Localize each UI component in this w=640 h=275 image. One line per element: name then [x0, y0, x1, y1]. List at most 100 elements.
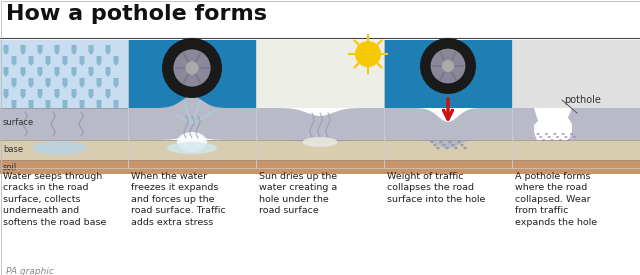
Polygon shape — [568, 108, 580, 140]
Bar — [256, 40, 384, 108]
Bar — [0, 108, 128, 140]
Bar — [512, 140, 640, 160]
FancyArrow shape — [29, 78, 33, 88]
Ellipse shape — [33, 141, 88, 155]
Ellipse shape — [556, 136, 559, 138]
Bar — [0, 40, 128, 168]
Ellipse shape — [567, 139, 570, 141]
FancyArrow shape — [79, 100, 84, 110]
FancyArrow shape — [72, 45, 77, 55]
Ellipse shape — [559, 139, 562, 141]
Ellipse shape — [536, 133, 540, 135]
Text: soil: soil — [3, 163, 17, 172]
Text: When the water
freezes it expands
and forces up the
road surface. Traffic
adds e: When the water freezes it expands and fo… — [131, 172, 226, 227]
Ellipse shape — [573, 136, 576, 138]
Circle shape — [186, 61, 198, 75]
Ellipse shape — [448, 141, 452, 143]
Bar — [128, 140, 256, 160]
Bar — [512, 160, 640, 174]
Ellipse shape — [430, 141, 434, 143]
FancyArrow shape — [45, 78, 51, 88]
Bar — [384, 160, 512, 174]
Polygon shape — [256, 108, 384, 144]
Circle shape — [355, 41, 381, 67]
Bar — [512, 40, 640, 108]
FancyArrow shape — [54, 67, 60, 77]
Polygon shape — [128, 96, 256, 140]
Ellipse shape — [303, 137, 337, 147]
FancyArrow shape — [63, 78, 67, 88]
Bar — [256, 140, 384, 160]
FancyArrow shape — [106, 45, 111, 55]
FancyArrow shape — [12, 56, 17, 66]
FancyArrow shape — [79, 78, 84, 88]
Ellipse shape — [570, 133, 573, 135]
Circle shape — [442, 60, 454, 72]
Ellipse shape — [564, 136, 568, 138]
Ellipse shape — [439, 141, 443, 143]
FancyArrow shape — [54, 89, 60, 99]
FancyArrow shape — [72, 89, 77, 99]
Ellipse shape — [445, 147, 449, 149]
FancyArrow shape — [63, 56, 67, 66]
Ellipse shape — [545, 133, 548, 135]
Text: Water seeps through
cracks in the road
surface, collects
underneath and
softens : Water seeps through cracks in the road s… — [3, 172, 106, 227]
FancyArrow shape — [12, 100, 17, 110]
Ellipse shape — [540, 136, 542, 138]
FancyArrow shape — [20, 45, 26, 55]
Ellipse shape — [554, 133, 556, 135]
FancyArrow shape — [106, 89, 111, 99]
Polygon shape — [384, 108, 512, 148]
FancyArrow shape — [113, 78, 118, 88]
FancyArrow shape — [29, 56, 33, 66]
FancyArrow shape — [3, 45, 8, 55]
Circle shape — [431, 49, 465, 83]
Circle shape — [173, 50, 211, 87]
FancyArrow shape — [38, 45, 42, 55]
Circle shape — [162, 38, 222, 98]
Ellipse shape — [454, 147, 458, 149]
Ellipse shape — [457, 141, 461, 143]
Text: base: base — [3, 144, 23, 153]
Bar — [384, 40, 512, 108]
Ellipse shape — [436, 147, 440, 149]
Ellipse shape — [550, 139, 554, 141]
Ellipse shape — [442, 144, 445, 146]
Ellipse shape — [177, 132, 207, 152]
Ellipse shape — [562, 133, 564, 135]
Text: PA graphic: PA graphic — [6, 267, 54, 275]
Text: pothole: pothole — [564, 95, 601, 105]
Circle shape — [420, 38, 476, 94]
Ellipse shape — [167, 142, 217, 154]
Ellipse shape — [542, 139, 545, 141]
Text: How a pothole forms: How a pothole forms — [6, 4, 267, 24]
FancyArrow shape — [63, 100, 67, 110]
FancyArrow shape — [97, 56, 102, 66]
FancyArrow shape — [45, 56, 51, 66]
Bar — [0, 160, 128, 174]
FancyArrow shape — [20, 89, 26, 99]
Bar — [256, 160, 384, 174]
FancyArrow shape — [106, 67, 111, 77]
FancyArrow shape — [45, 100, 51, 110]
Ellipse shape — [460, 144, 464, 146]
FancyArrow shape — [72, 67, 77, 77]
FancyArrow shape — [113, 56, 118, 66]
FancyArrow shape — [113, 100, 118, 110]
Bar — [512, 108, 534, 140]
FancyArrow shape — [88, 89, 93, 99]
Polygon shape — [526, 108, 538, 140]
Text: A pothole forms
where the road
collapsed. Wear
from traffic
expands the hole: A pothole forms where the road collapsed… — [515, 172, 597, 227]
Text: Weight of traffic
collapses the road
surface into the hole: Weight of traffic collapses the road sur… — [387, 172, 485, 204]
FancyArrow shape — [54, 45, 60, 55]
FancyArrow shape — [3, 89, 8, 99]
Ellipse shape — [463, 147, 467, 149]
Ellipse shape — [451, 144, 455, 146]
FancyArrow shape — [3, 67, 8, 77]
FancyArrow shape — [38, 67, 42, 77]
FancyArrow shape — [97, 78, 102, 88]
FancyArrow shape — [29, 100, 33, 110]
Text: surface: surface — [3, 118, 35, 127]
Bar — [128, 160, 256, 174]
FancyArrow shape — [97, 100, 102, 110]
